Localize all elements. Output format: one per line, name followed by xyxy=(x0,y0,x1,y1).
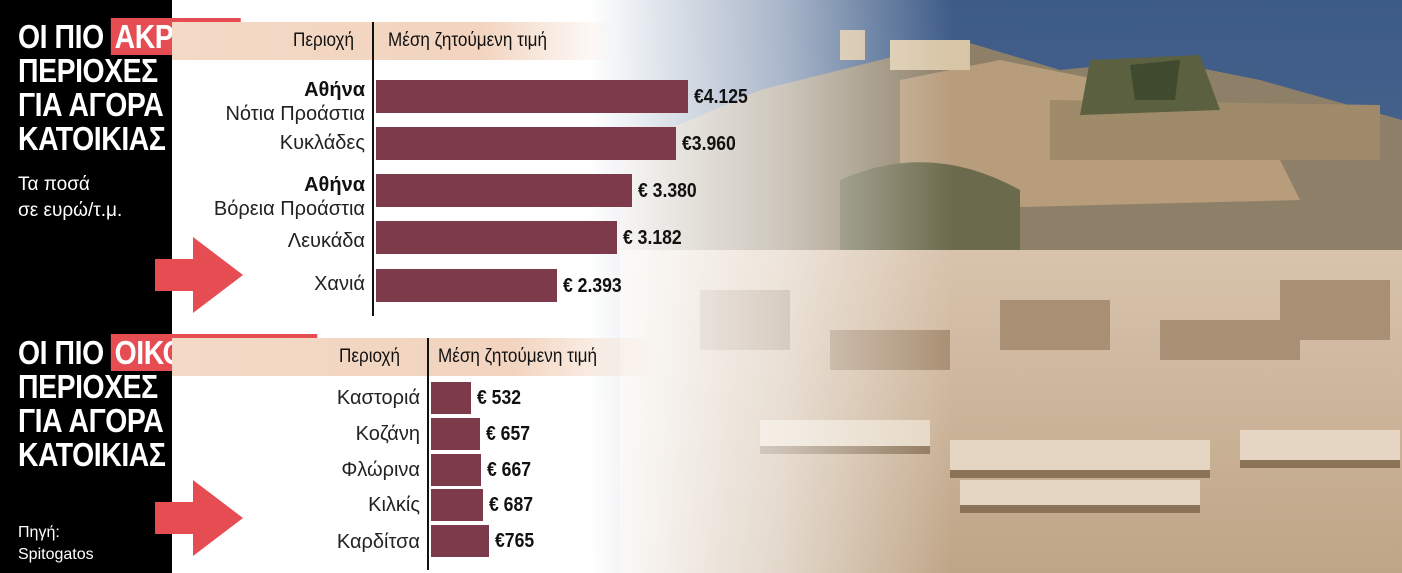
bar-top-2 xyxy=(376,174,632,207)
data-label: € 657 xyxy=(486,423,531,445)
data-label: €4.125 xyxy=(694,85,748,108)
top-axis-line xyxy=(372,22,374,316)
category-label: Καρδίτσα xyxy=(337,530,420,554)
bar-bottom-0 xyxy=(431,382,471,414)
bar-bottom-1 xyxy=(431,418,480,450)
category-name: Φλώρινα xyxy=(341,459,420,481)
top-title-line1: ΟΙ ΠΙΟ xyxy=(18,18,104,55)
bottom-title-line1: ΟΙ ΠΙΟ xyxy=(18,334,104,371)
data-label: € 3.182 xyxy=(623,226,682,249)
category-label: Καστοριά xyxy=(337,386,420,410)
data-label: € 667 xyxy=(487,459,532,481)
arrow-right-icon xyxy=(155,480,243,556)
category-bold-label: Αθήνα xyxy=(304,174,365,196)
top-header-price: Μέση ζητούμενη τιμή xyxy=(388,30,548,51)
arrow-right-icon xyxy=(155,237,243,313)
data-label: € 532 xyxy=(477,387,522,409)
category-name: Κιλκίς xyxy=(368,494,420,516)
category-label: Κιλκίς xyxy=(368,493,420,517)
subtitle-line2: σε ευρώ/τ.μ. xyxy=(18,200,123,221)
bar-top-3 xyxy=(376,221,617,254)
bottom-chart-header xyxy=(172,338,657,376)
category-name: Χανιά xyxy=(314,273,365,295)
category-label: Αθήνα Βόρεια Προάστια xyxy=(214,173,365,221)
category-label: Κοζάνη xyxy=(356,422,420,446)
bottom-title-line4: ΚΑΤΟΙΚΙΑΣ xyxy=(18,436,166,473)
category-name: Λευκάδα xyxy=(287,230,365,252)
title-panel xyxy=(0,0,172,573)
category-label: Λευκάδα xyxy=(288,229,365,253)
bottom-header-area: Περιοχή xyxy=(339,346,401,367)
top-title-line2: ΠΕΡΙΟΧΕΣ xyxy=(18,52,158,89)
top-subtitle: Τα ποσά σε ευρώ/τ.μ. xyxy=(18,172,122,224)
bar-top-0 xyxy=(376,80,688,113)
category-label: Κυκλάδες xyxy=(280,131,365,155)
category-name: Καστοριά xyxy=(336,387,420,409)
data-label: € 2.393 xyxy=(563,274,622,297)
top-title-line3: ΓΙΑ ΑΓΟΡΑ xyxy=(18,86,164,123)
data-label: € 3.380 xyxy=(638,179,697,202)
source-note: Πηγή: Spitogatos xyxy=(18,522,94,566)
source-name: Spitogatos xyxy=(18,546,94,563)
category-name: Κοζάνη xyxy=(355,423,420,445)
source-label: Πηγή: xyxy=(18,524,60,541)
data-label: €765 xyxy=(495,530,535,552)
bottom-title-line3: ΓΙΑ ΑΓΟΡΑ xyxy=(18,402,164,439)
top-title-line4: ΚΑΤΟΙΚΙΑΣ xyxy=(18,120,166,157)
category-label: Αθήνα Νότια Προάστια xyxy=(225,78,365,126)
top-chart-header xyxy=(172,22,612,60)
bar-bottom-2 xyxy=(431,454,481,486)
category-name: Βόρεια Προάστια xyxy=(213,198,365,220)
data-label: €3.960 xyxy=(682,132,736,155)
category-label: Φλώρινα xyxy=(341,458,420,482)
subtitle-line1: Τα ποσά xyxy=(18,174,90,195)
bar-bottom-3 xyxy=(431,489,483,521)
data-label: € 687 xyxy=(489,494,534,516)
category-name: Νότια Προάστια xyxy=(225,103,365,125)
top-header-area: Περιοχή xyxy=(293,30,355,51)
bar-top-4 xyxy=(376,269,557,302)
category-name: Κυκλάδες xyxy=(279,132,365,154)
bottom-title-line2: ΠΕΡΙΟΧΕΣ xyxy=(18,368,158,405)
bottom-header-price: Μέση ζητούμενη τιμή xyxy=(438,346,598,367)
category-label: Χανιά xyxy=(314,272,365,296)
bottom-axis-line xyxy=(427,338,429,570)
bar-bottom-4 xyxy=(431,525,489,557)
category-name: Καρδίτσα xyxy=(336,531,420,553)
category-bold-label: Αθήνα xyxy=(304,79,365,101)
bar-top-1 xyxy=(376,127,676,160)
